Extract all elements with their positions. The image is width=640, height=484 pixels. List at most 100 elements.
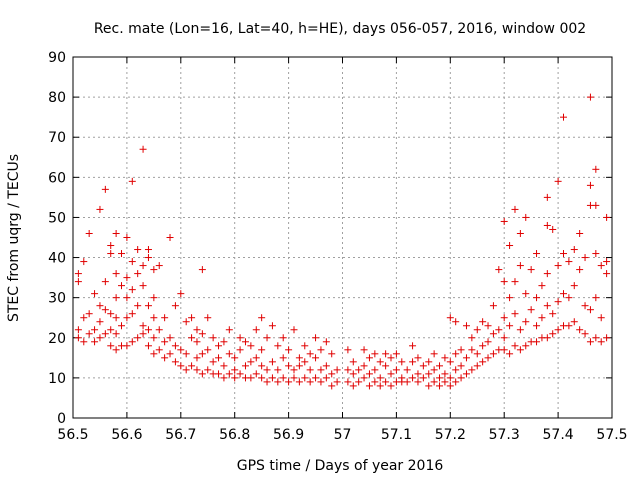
data-point — [436, 374, 444, 382]
data-point — [570, 282, 578, 290]
data-point — [101, 330, 109, 338]
y-axis-label: STEC from uqrg / TECUs — [6, 154, 22, 322]
data-point — [123, 234, 131, 241]
data-point — [144, 342, 152, 350]
data-point — [581, 302, 589, 310]
data-point — [392, 366, 400, 374]
y-tick-label: 80 — [48, 90, 66, 106]
data-point — [500, 346, 508, 354]
data-point — [376, 382, 384, 390]
data-point — [452, 318, 460, 326]
data-point — [533, 294, 541, 302]
data-point — [473, 326, 481, 334]
data-point — [118, 282, 126, 290]
data-point — [527, 266, 535, 274]
data-point — [554, 262, 562, 270]
data-point — [128, 338, 136, 346]
data-point — [457, 362, 465, 370]
data-point — [446, 382, 454, 390]
data-point — [263, 366, 271, 374]
data-point — [403, 366, 411, 374]
data-point — [107, 326, 115, 334]
data-point — [452, 378, 460, 386]
data-point — [538, 314, 546, 322]
data-point — [506, 242, 514, 250]
data-point — [295, 378, 303, 386]
data-point — [306, 350, 314, 358]
data-point — [295, 362, 303, 370]
data-point — [543, 193, 551, 201]
data-point — [285, 362, 293, 370]
data-point — [306, 366, 314, 374]
data-point — [252, 326, 260, 334]
data-point — [306, 378, 314, 386]
x-tick-label: 57.3 — [489, 427, 520, 443]
data-point — [96, 318, 104, 326]
data-point — [150, 294, 158, 302]
data-point — [333, 378, 341, 386]
data-point — [543, 270, 551, 278]
data-point — [506, 350, 514, 358]
data-point — [462, 354, 470, 362]
data-point — [479, 342, 487, 350]
data-point — [193, 354, 201, 362]
data-point — [268, 358, 276, 366]
data-point — [409, 342, 417, 350]
data-point — [543, 334, 551, 342]
data-point — [155, 326, 163, 334]
x-tick-label: 57.5 — [596, 427, 627, 443]
data-point — [603, 258, 611, 266]
data-point — [500, 217, 508, 225]
data-point — [193, 366, 201, 374]
data-point — [144, 302, 152, 310]
data-point — [452, 366, 460, 374]
data-point — [436, 362, 444, 370]
data-point — [290, 326, 298, 334]
data-point — [182, 366, 190, 374]
data-point — [123, 274, 131, 282]
data-point — [150, 314, 158, 322]
data-point — [409, 374, 417, 382]
data-point — [522, 342, 530, 350]
data-point — [371, 378, 379, 386]
data-point — [565, 322, 573, 330]
data-point — [215, 342, 223, 350]
x-tick-label: 57.1 — [381, 427, 412, 443]
data-point — [161, 354, 169, 362]
data-point — [549, 225, 557, 233]
data-point — [96, 302, 104, 310]
data-point — [91, 338, 99, 346]
data-point — [274, 366, 282, 374]
data-point — [177, 346, 185, 354]
data-point — [500, 314, 508, 322]
data-point — [468, 346, 476, 354]
data-point — [112, 270, 120, 278]
data-point — [171, 342, 179, 350]
data-point — [592, 250, 600, 258]
data-point — [74, 278, 82, 286]
data-point — [586, 181, 594, 189]
data-point — [603, 270, 611, 278]
data-point — [150, 350, 158, 358]
data-point — [452, 350, 460, 358]
data-point — [446, 358, 454, 366]
data-point — [344, 366, 352, 374]
data-point — [603, 213, 611, 221]
data-point — [527, 306, 535, 314]
data-point — [479, 318, 487, 326]
data-point — [549, 330, 557, 338]
data-point — [285, 346, 293, 354]
data-point — [446, 314, 454, 322]
data-point — [268, 322, 276, 330]
data-point — [586, 93, 594, 101]
y-tick-label: 40 — [48, 251, 66, 267]
data-point — [139, 262, 147, 270]
data-point — [382, 378, 390, 386]
data-point — [328, 350, 336, 358]
data-point — [123, 342, 131, 350]
data-point — [123, 314, 131, 322]
data-point — [241, 338, 249, 346]
data-point — [597, 262, 605, 270]
data-point — [360, 374, 368, 382]
